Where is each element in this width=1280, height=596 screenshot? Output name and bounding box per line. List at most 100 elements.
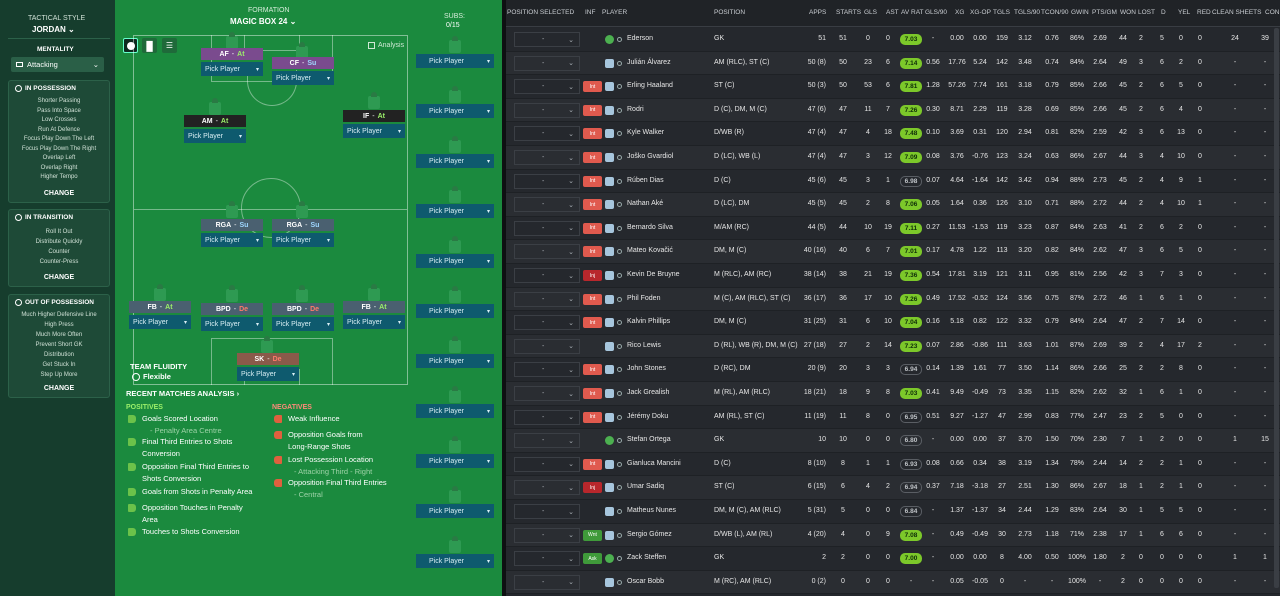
status-badge[interactable]: Int [583, 175, 602, 187]
column-header[interactable]: RED [1197, 9, 1211, 16]
player-name[interactable]: Sergio Gómez [627, 530, 672, 538]
table-row[interactable]: - ⌄ Int Kalvin Phillips DM, M (C) 31 (25) 31 6 1… [506, 311, 1280, 335]
status-badge[interactable]: Int [583, 246, 602, 258]
position-select[interactable]: - ⌄ [514, 268, 580, 283]
position-af[interactable]: AF - At [201, 48, 263, 60]
column-header[interactable]: AST [886, 9, 899, 16]
column-header[interactable]: AV RAT [901, 9, 924, 16]
player-name[interactable]: Matheus Nunes [627, 507, 677, 514]
player-name[interactable]: Kevin De Bruyne [627, 271, 680, 278]
sub-pick-player-8[interactable]: Pick Player ▾ [416, 404, 494, 418]
player-name[interactable]: Julián Álvarez [627, 58, 671, 66]
player-name[interactable]: Erling Haaland [627, 82, 673, 90]
table-row[interactable]: - ⌄ Rico Lewis D (RL), WB (R), DM, M (C) 27 … [506, 334, 1280, 359]
position-bpd-2[interactable]: BPD - De [272, 303, 334, 315]
in-transition-change-button[interactable]: CHANGE [43, 274, 75, 281]
sub-pick-player-3[interactable]: Pick Player ▾ [416, 154, 494, 168]
position-select[interactable]: - ⌄ [514, 527, 580, 543]
status-badge[interactable]: Inj [583, 482, 602, 494]
mentality-select[interactable]: Attacking ⌄ [11, 57, 104, 72]
column-header[interactable]: XG-OP [970, 9, 991, 16]
player-name[interactable]: Umar Sadiq [627, 483, 664, 491]
pick-player-fb-right[interactable]: Pick Player ▾ [343, 315, 405, 329]
position-bpd-1[interactable]: BPD - De [201, 303, 263, 315]
player-name[interactable]: Rico Lewis [627, 341, 661, 349]
position-select[interactable]: - ⌄ [514, 504, 580, 519]
player-name[interactable]: Joško Gvardiol [627, 153, 674, 160]
position-select[interactable]: - ⌄ [514, 386, 580, 401]
table-row[interactable]: - ⌄ Ask Zack Steffen GK 2 2 0 0 7.00 - 0.00 0.00 8 4.0… [506, 547, 1280, 571]
column-header[interactable]: GLS [864, 9, 878, 16]
table-row[interactable]: - ⌄ Ederson GK 51 51 0 0 7.03 - 0.00 0.00 159 3.12 0.7… [506, 28, 1280, 52]
position-select[interactable]: - ⌄ [514, 456, 580, 472]
sub-pick-player-10[interactable]: Pick Player ▾ [416, 504, 494, 518]
position-fb-left[interactable]: FB - At [129, 301, 191, 313]
pick-player-if[interactable]: Pick Player ▾ [343, 124, 405, 138]
pick-player-rga-2[interactable]: Pick Player ▾ [272, 233, 334, 247]
column-header[interactable]: GLS/90 [925, 9, 948, 16]
sub-pick-player-7[interactable]: Pick Player ▾ [416, 354, 494, 368]
position-select[interactable]: - ⌄ [514, 551, 580, 567]
table-row[interactable]: - ⌄ Julián Álvarez AM (RLC), ST (C) 50 (8) 50… [506, 51, 1280, 76]
position-select[interactable]: - ⌄ [514, 102, 580, 118]
sub-pick-player-1[interactable]: Pick Player ▾ [416, 54, 494, 68]
recent-matches-analysis-link[interactable]: RECENT MATCHES ANALYSIS › [126, 389, 240, 398]
sub-pick-player-5[interactable]: Pick Player ▾ [416, 254, 494, 268]
sub-pick-player-6[interactable]: Pick Player ▾ [416, 304, 494, 318]
status-badge[interactable]: Int [583, 199, 602, 211]
column-header[interactable]: CON [1265, 9, 1280, 16]
status-badge[interactable]: Inj [583, 270, 602, 281]
position-am[interactable]: AM - At [184, 115, 246, 127]
position-select[interactable]: - ⌄ [514, 173, 580, 189]
pick-player-af[interactable]: Pick Player ▾ [201, 62, 263, 76]
player-name[interactable]: Jérémy Doku [627, 412, 669, 420]
status-badge[interactable]: Int [583, 81, 602, 93]
column-header[interactable]: LOST [1138, 9, 1155, 16]
status-badge[interactable]: Int [583, 364, 602, 376]
panel-divider[interactable] [502, 0, 506, 596]
column-header[interactable]: XG [955, 9, 965, 16]
column-header[interactable]: INF [585, 9, 596, 16]
status-badge[interactable]: Wnt [583, 529, 602, 541]
sub-pick-player-4[interactable]: Pick Player ▾ [416, 204, 494, 218]
status-badge[interactable]: Int [583, 152, 602, 163]
formation-dropdown[interactable]: MAGIC BOX 24 ⌄ [230, 17, 296, 26]
column-header[interactable]: D [1161, 9, 1166, 16]
sub-pick-player-2[interactable]: Pick Player ▾ [416, 104, 494, 118]
table-row[interactable]: - ⌄ Oscar Bobb M (RC), AM (RLC) 0 (2) 0 0 0- -0.… [506, 570, 1280, 595]
pick-player-fb-left[interactable]: Pick Player ▾ [129, 315, 191, 329]
player-name[interactable]: Rúben Dias [627, 176, 664, 184]
column-header[interactable]: PTS/GM [1092, 9, 1117, 16]
list-view-button[interactable]: ☰ [162, 38, 177, 53]
pick-player-sk[interactable]: Pick Player ▾ [237, 367, 299, 381]
position-select[interactable]: - ⌄ [514, 220, 580, 236]
player-name[interactable]: Nathan Aké [627, 200, 664, 208]
status-badge[interactable]: Int [583, 458, 602, 470]
column-header[interactable]: PLAYER [602, 9, 628, 16]
scrollbar[interactable] [1274, 28, 1279, 588]
player-name[interactable]: Mateo Kovačić [627, 247, 673, 255]
position-select[interactable]: - ⌄ [514, 291, 580, 307]
table-row[interactable]: - ⌄ Wnt Sergio Gómez D/WB (L), AM (RL) 4 (20)… [506, 523, 1280, 548]
tactical-style-dropdown[interactable]: JORDAN ⌄ [32, 25, 75, 34]
position-select[interactable]: - ⌄ [514, 79, 580, 95]
column-header[interactable]: WON [1120, 9, 1136, 16]
position-select[interactable]: - ⌄ [514, 55, 580, 71]
player-name[interactable]: Jack Grealish [627, 389, 670, 396]
table-row[interactable]: - ⌄ Int Kyle Walker D/WB (R) 47 (4) 47 4 18 7.48 0… [506, 122, 1280, 146]
player-name[interactable]: Rodri [627, 105, 644, 113]
pick-player-bpd-1[interactable]: Pick Player ▾ [201, 317, 263, 331]
pick-player-rga-1[interactable]: Pick Player ▾ [201, 233, 263, 247]
column-header[interactable]: APPS [809, 9, 827, 16]
position-rga-2[interactable]: RGA - Su [272, 219, 334, 231]
column-header[interactable]: TGLS [993, 9, 1010, 16]
column-header[interactable]: STARTS [836, 9, 862, 16]
status-badge[interactable]: Ask [583, 553, 602, 565]
position-select[interactable]: - ⌄ [514, 244, 580, 260]
player-name[interactable]: Kalvin Phillips [627, 318, 671, 326]
table-row[interactable]: - ⌄ Int Mateo Kovačić DM, M (C) 40 (16) 40 6 7 7.… [506, 240, 1280, 264]
player-name[interactable]: Oscar Bobb [627, 577, 664, 585]
column-header[interactable]: TGLS/90 [1014, 9, 1041, 16]
column-header[interactable]: CLEAN SHEETS [1212, 9, 1262, 16]
table-row[interactable]: - ⌄ Int Jack Grealish M (RL), AM (RLC) 18 (21… [506, 382, 1280, 406]
